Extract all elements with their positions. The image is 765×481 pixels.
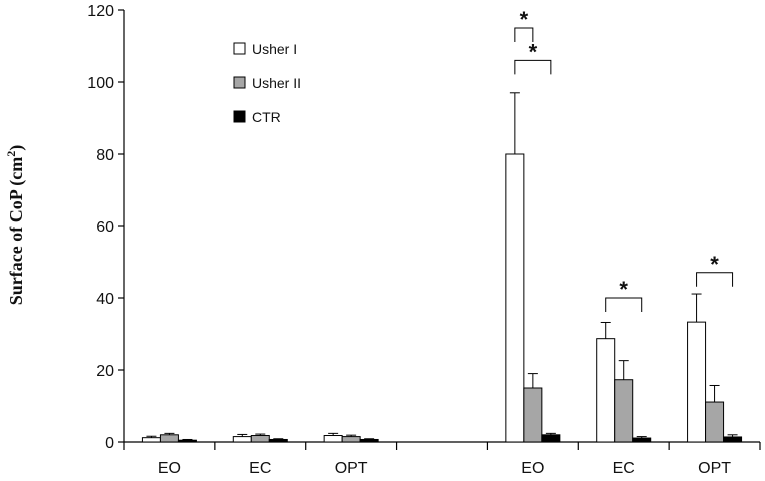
bar (177, 439, 197, 443)
x-tick-label: OPT (335, 460, 368, 477)
bar (523, 387, 543, 443)
y-tick-label: 60 (96, 219, 114, 236)
y-tick-label: 0 (105, 435, 114, 452)
y-tick-label: 120 (87, 3, 114, 20)
bar (232, 436, 252, 443)
legend-swatch (233, 42, 246, 55)
significance-bracket (605, 297, 643, 312)
y-axis-label-main: Surface of CoP (cm (6, 157, 27, 305)
significance-bracket (514, 27, 534, 42)
bar (159, 434, 179, 443)
legend-label: CTR (252, 109, 281, 125)
y-tick-label: 80 (96, 147, 114, 164)
legend-swatch (233, 76, 246, 89)
y-tick-label: 20 (96, 363, 114, 380)
x-tick-label: OPT (698, 460, 731, 477)
x-tick-label: EO (158, 460, 181, 477)
bar (596, 338, 616, 443)
y-axis-label-superscript: 2 (4, 151, 18, 157)
significance-star: * (520, 7, 529, 32)
bar (268, 438, 288, 443)
significance-star: * (710, 252, 719, 277)
bar (359, 438, 379, 443)
bar (723, 436, 743, 443)
x-tick-label: EO (521, 460, 544, 477)
legend-label: Usher I (252, 41, 297, 57)
y-axis-label-tail: ) (6, 145, 27, 151)
x-tick-label: EC (249, 460, 271, 477)
y-tick-label: 100 (87, 75, 114, 92)
bar (541, 434, 561, 443)
bar (141, 437, 161, 443)
bars (141, 92, 743, 443)
y-axis-label: Surface of CoP (cm2) (4, 145, 27, 305)
legend-label: Usher II (252, 75, 301, 91)
bar (705, 401, 725, 443)
bar (632, 437, 652, 443)
bar (323, 435, 343, 443)
bar (505, 153, 525, 443)
significance-brackets: **** (514, 7, 734, 312)
axes: 0 20 40 60 80 100 120 EO EC OPT EO EC OPT (87, 3, 761, 477)
x-tick-label: EC (613, 460, 635, 477)
significance-star: * (619, 277, 628, 302)
legend: Usher I Usher II CTR (233, 41, 301, 125)
y-tick-label: 40 (96, 291, 114, 308)
significance-bracket (696, 272, 734, 287)
significance-bracket (514, 59, 552, 75)
legend-swatch (233, 110, 246, 123)
significance-star: * (529, 39, 538, 64)
bar (614, 379, 634, 443)
bar (341, 436, 361, 443)
bar (250, 435, 270, 443)
bar (687, 321, 707, 443)
